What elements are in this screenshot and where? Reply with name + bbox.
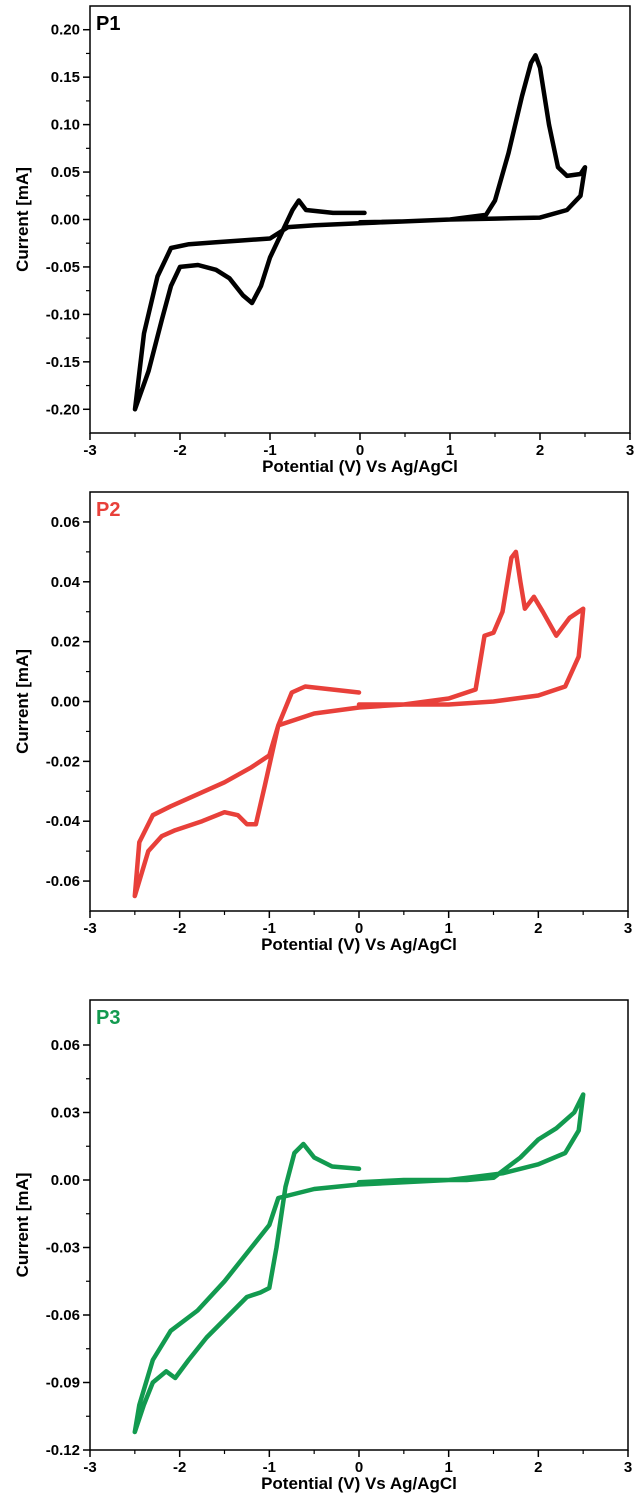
cv-chart-p3: -3 -2 -1 0 1 2 3 -0.12 -0.09 -0.06 -0.03 0.00 0.03 0.…: [13, 999, 632, 1493]
panel-label: P1: [96, 13, 120, 35]
x-tick-label: 0: [355, 920, 363, 937]
y-tick-label: 0.10: [51, 117, 80, 134]
cv-curve-series-0: [132, 1092, 586, 1435]
y-tick-label: 0.06: [51, 514, 80, 531]
y-axis-label: Current [mA]: [13, 1173, 32, 1278]
x-tick-label: 1: [444, 1459, 452, 1476]
cv-curve-series-0: [132, 549, 586, 899]
y-tick-label: 0.00: [51, 694, 80, 711]
y-tick-label: -0.20: [46, 401, 80, 418]
x-tick-label: 2: [534, 920, 542, 937]
x-tick-label: 3: [626, 442, 634, 459]
x-tick-label: -1: [263, 442, 276, 459]
x-tick-label: -3: [83, 442, 96, 459]
x-tick-label: 0: [356, 442, 364, 459]
y-tick-label: -0.06: [46, 873, 80, 890]
y-tick-label: 0.04: [51, 574, 81, 591]
x-tick-label: 3: [624, 1459, 632, 1476]
y-tick-label: 0.00: [51, 1172, 80, 1189]
x-tick-label: 3: [624, 920, 632, 937]
x-tick-label: -3: [83, 920, 96, 937]
y-tick-label: -0.04: [46, 813, 81, 830]
y-axis-label: Current [mA]: [13, 649, 32, 754]
y-tick-label: 0.06: [51, 1037, 80, 1054]
cv-chart-p1: -3 -2 -1 0 1 2 3 -0.20 -0.15 -0.10 -0.05 0.00 0.05 0.…: [13, 5, 634, 476]
x-tick-label: 1: [444, 920, 452, 937]
y-tick-label: -0.15: [46, 354, 80, 371]
y-tick-label: 0.20: [51, 22, 80, 39]
y-tick-label: -0.06: [46, 1307, 80, 1324]
y-tick-label: 0.00: [51, 212, 80, 229]
y-tick-label: -0.05: [46, 259, 80, 276]
y-tick-label: 0.15: [51, 69, 80, 86]
x-tick-label: -3: [83, 1459, 96, 1476]
panel-label: P3: [96, 1007, 120, 1029]
x-tick-label: -2: [173, 1459, 186, 1476]
plot-frame: [89, 491, 629, 912]
y-tick-label: 0.02: [51, 634, 80, 651]
x-tick-label: 2: [534, 1459, 542, 1476]
x-tick-label: 2: [536, 442, 544, 459]
cv-curve-series-0: [132, 53, 588, 412]
x-axis-label: Potential (V) Vs Ag/AgCl: [262, 457, 458, 476]
x-tick-label: -1: [263, 1459, 276, 1476]
y-tick-label: -0.12: [46, 1442, 80, 1459]
y-tick-label: 0.05: [51, 164, 80, 181]
x-axis-label: Potential (V) Vs Ag/AgCl: [261, 1474, 457, 1493]
x-tick-label: -2: [173, 442, 186, 459]
y-tick-label: -0.10: [46, 306, 80, 323]
y-tick-label: -0.02: [46, 753, 80, 770]
y-axis-label: Current [mA]: [13, 167, 32, 272]
x-axis-label: Potential (V) Vs Ag/AgCl: [261, 935, 457, 954]
x-tick-label: -2: [173, 920, 186, 937]
cv-chart-p2: -3 -2 -1 0 1 2 3 -0.06 -0.04 -0.02 0.00 0.02 0.04 0.0…: [13, 491, 632, 954]
x-tick-label: 1: [446, 442, 454, 459]
plot-frame: [89, 5, 631, 434]
plot-frame: [89, 999, 629, 1451]
x-tick-label: -1: [263, 920, 276, 937]
panel-label: P2: [96, 499, 120, 521]
y-tick-label: 0.03: [51, 1105, 80, 1122]
y-tick-label: -0.09: [46, 1375, 80, 1392]
y-tick-label: -0.03: [46, 1240, 80, 1257]
x-tick-label: 0: [355, 1459, 363, 1476]
